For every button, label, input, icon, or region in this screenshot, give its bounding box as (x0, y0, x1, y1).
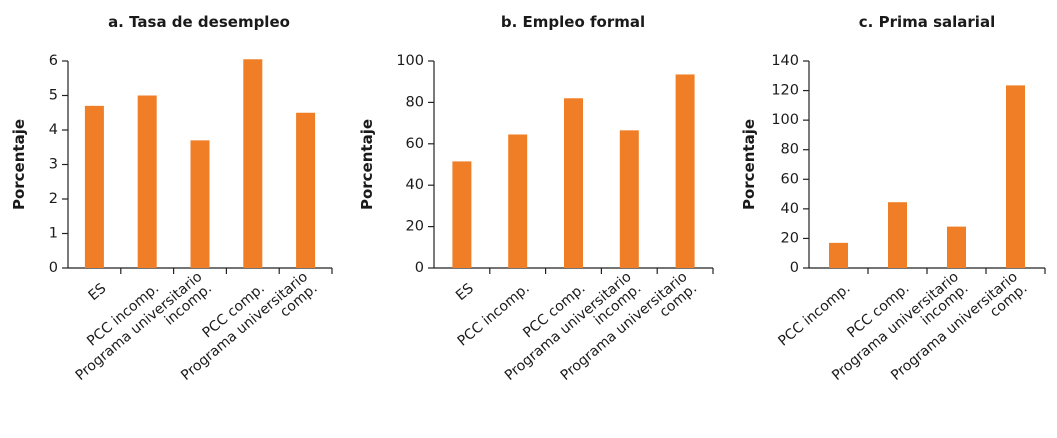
y-tick-label: 20 (406, 219, 424, 235)
category-label-line: PCC incomp. (775, 280, 853, 349)
chart-title: b. Empleo formal (501, 13, 645, 31)
y-tick-label: 120 (771, 83, 799, 99)
bar (564, 98, 583, 268)
y-tick-label: 6 (49, 53, 58, 69)
y-tick-label: 100 (396, 53, 424, 69)
category-label-line: ES (86, 280, 110, 304)
panel-1: a. Tasa de desempleoPorcentaje0123456ESP… (10, 13, 333, 384)
bar (296, 112, 316, 268)
bar (243, 59, 263, 269)
bar (947, 226, 966, 268)
y-tick-label: 20 (781, 230, 799, 246)
category-label: ES (453, 280, 477, 304)
y-tick-label: 80 (781, 142, 799, 158)
panel-3: c. Prima salarial Porcentaje 0 20 40 60 80 100 1… (740, 13, 1046, 384)
bar (888, 202, 907, 268)
y-tick-label: 5 (49, 88, 58, 104)
y-tick-label: 100 (771, 112, 799, 128)
category-label-line: ES (453, 280, 477, 304)
y-tick-label: 2 (49, 191, 58, 207)
y-tick-label: 4 (49, 122, 58, 138)
y-tick-label: 0 (790, 260, 799, 276)
y-tick-label: 80 (406, 94, 424, 110)
y-tick-label: 1 (49, 226, 58, 242)
category-label: ES (86, 280, 110, 304)
y-tick-label: 0 (415, 260, 424, 276)
y-tick-label: 40 (781, 201, 799, 217)
bar (84, 105, 104, 268)
y-tick-label: 3 (49, 157, 58, 173)
panel-2: b. Empleo formal Porcentaje 0 20 40 60 80 100 ES… (358, 13, 714, 384)
bar (452, 161, 472, 268)
chart-title: a. Tasa de desempleo (108, 13, 290, 31)
y-axis-label: Porcentaje (740, 119, 758, 210)
y-axis-label: Porcentaje (10, 119, 28, 210)
y-tick-label: 60 (781, 171, 799, 187)
y-tick-label: 40 (406, 177, 424, 193)
bar (675, 74, 695, 268)
y-tick-label: 140 (771, 53, 799, 69)
category-label: PCC incomp. (775, 280, 853, 349)
bar (829, 242, 848, 268)
bar (1006, 85, 1025, 269)
bar (137, 95, 157, 268)
y-axis-label: Porcentaje (358, 119, 376, 210)
y-tick-label: 0 (49, 260, 58, 276)
chart-title: c. Prima salarial (859, 13, 995, 31)
bar (508, 134, 528, 268)
y-tick-label: 60 (406, 136, 424, 152)
bar (619, 130, 639, 268)
bar (190, 140, 210, 268)
